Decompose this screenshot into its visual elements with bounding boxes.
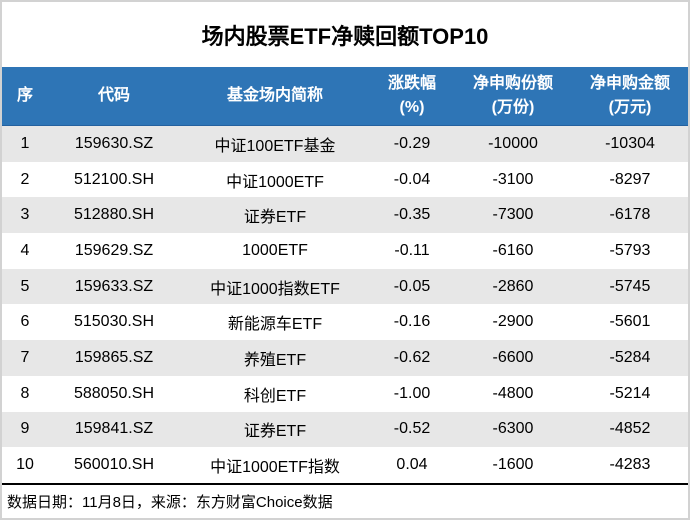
cell-seq: 5 bbox=[20, 277, 30, 295]
cell-amount: -8297 bbox=[609, 170, 651, 188]
table-header: 序 代码 基金场内简称 涨跌幅 (%) 净申购份额 (万份) 净申购金额 (万元… bbox=[2, 67, 688, 126]
cell-shares: -1600 bbox=[492, 456, 534, 474]
cell-name: 中证1000ETF指数 bbox=[210, 459, 340, 477]
cell-shares: -6160 bbox=[492, 241, 534, 259]
cell-code: 159633.SZ bbox=[74, 277, 154, 295]
cell-seq: 7 bbox=[20, 348, 30, 366]
etf-table: 序 代码 基金场内简称 涨跌幅 (%) 净申购份额 (万份) 净申购金额 (万元… bbox=[2, 67, 688, 483]
cell-name: 养殖ETF bbox=[243, 351, 307, 369]
header-row: 序 代码 基金场内简称 涨跌幅 (%) 净申购份额 (万份) 净申购金额 (万元… bbox=[2, 67, 688, 126]
cell-name: 新能源车ETF bbox=[227, 316, 323, 334]
cell-change: -0.29 bbox=[393, 134, 431, 152]
cell-change: -1.00 bbox=[393, 384, 431, 402]
table-body: 1 159630.SZ 中证100ETF基金 -0.29 -10000 -103… bbox=[2, 125, 688, 483]
table-row: 9 159841.SZ 证券ETF -0.52 -6300 -4852 bbox=[2, 411, 688, 448]
cell-amount: -4852 bbox=[609, 420, 651, 438]
cell-change: -0.52 bbox=[393, 420, 431, 438]
table-row: 3 512880.SH 证券ETF -0.35 -7300 -6178 bbox=[2, 197, 688, 234]
cell-seq: 4 bbox=[20, 241, 30, 259]
cell-change: -0.35 bbox=[393, 206, 431, 224]
table-row: 5 159633.SZ 中证1000指数ETF -0.05 -2860 -574… bbox=[2, 268, 688, 305]
col-header-change: 涨跌幅 (%) bbox=[370, 67, 454, 126]
cell-change: 0.04 bbox=[396, 456, 428, 474]
cell-seq: 8 bbox=[20, 384, 30, 402]
table-row: 4 159629.SZ 1000ETF -0.11 -6160 -5793 bbox=[2, 233, 688, 269]
cell-amount: -10304 bbox=[605, 134, 655, 152]
cell-code: 515030.SH bbox=[73, 313, 155, 331]
cell-code: 159865.SZ bbox=[74, 348, 154, 366]
cell-change: -0.16 bbox=[393, 313, 431, 331]
cell-code: 512880.SH bbox=[73, 206, 155, 224]
cell-name: 证券ETF bbox=[243, 423, 307, 441]
cell-amount: -5601 bbox=[609, 313, 651, 331]
cell-change: -0.04 bbox=[393, 170, 431, 188]
cell-name: 证券ETF bbox=[243, 209, 307, 227]
cell-shares: -2900 bbox=[492, 313, 534, 331]
cell-shares: -7300 bbox=[492, 206, 534, 224]
cell-shares: -10000 bbox=[488, 134, 538, 152]
cell-seq: 9 bbox=[20, 420, 30, 438]
table-row: 6 515030.SH 新能源车ETF -0.16 -2900 -5601 bbox=[2, 304, 688, 341]
cell-shares: -4800 bbox=[492, 384, 534, 402]
cell-code: 159629.SZ bbox=[74, 241, 154, 259]
cell-name: 中证100ETF基金 bbox=[214, 137, 336, 155]
footer-divider bbox=[2, 482, 688, 485]
cell-seq: 6 bbox=[20, 313, 30, 331]
cell-seq: 10 bbox=[16, 456, 34, 474]
table-row: 1 159630.SZ 中证100ETF基金 -0.29 -10000 -103… bbox=[2, 125, 688, 162]
table-row: 10 560010.SH 中证1000ETF指数 0.04 -1600 -428… bbox=[2, 447, 688, 483]
cell-code: 588050.SH bbox=[73, 384, 155, 402]
col-header-amount: 净申购金额 (万元) bbox=[572, 67, 688, 126]
table-row: 7 159865.SZ 养殖ETF -0.62 -6600 -5284 bbox=[2, 340, 688, 376]
cell-code: 159630.SZ bbox=[74, 134, 154, 152]
cell-name: 1000ETF bbox=[242, 241, 308, 259]
cell-amount: -5284 bbox=[609, 348, 651, 366]
col-header-name: 基金场内简称 bbox=[180, 67, 370, 126]
cell-amount: -6178 bbox=[609, 206, 651, 224]
page-title: 场内股票ETF净赎回额TOP10 bbox=[201, 23, 489, 49]
cell-seq: 3 bbox=[20, 206, 30, 224]
table-row: 8 588050.SH 科创ETF -1.00 -4800 -5214 bbox=[2, 375, 688, 412]
cell-change: -0.05 bbox=[393, 277, 431, 295]
cell-shares: -2860 bbox=[492, 277, 534, 295]
cell-code: 159841.SZ bbox=[74, 420, 154, 438]
col-header-code: 代码 bbox=[48, 67, 180, 126]
cell-name: 中证1000指数ETF bbox=[210, 280, 340, 298]
cell-amount: -5214 bbox=[609, 384, 651, 402]
col-header-shares: 净申购份额 (万份) bbox=[454, 67, 572, 126]
cell-seq: 1 bbox=[20, 134, 30, 152]
cell-change: -0.62 bbox=[393, 348, 431, 366]
cell-amount: -4283 bbox=[609, 456, 651, 474]
cell-amount: -5793 bbox=[609, 241, 651, 259]
cell-name: 中证1000ETF bbox=[226, 173, 324, 191]
cell-name: 科创ETF bbox=[243, 387, 307, 405]
col-header-seq: 序 bbox=[2, 67, 48, 126]
cell-change: -0.11 bbox=[394, 241, 430, 259]
table-row: 2 512100.SH 中证1000ETF -0.04 -3100 -8297 bbox=[2, 161, 688, 198]
cell-shares: -6300 bbox=[492, 420, 534, 438]
data-source-note: 数据日期：11月8日，来源：东方财富Choice数据 bbox=[7, 493, 333, 511]
cell-amount: -5745 bbox=[609, 277, 651, 295]
cell-shares: -3100 bbox=[492, 170, 534, 188]
cell-code: 560010.SH bbox=[73, 456, 155, 474]
cell-seq: 2 bbox=[20, 170, 30, 188]
cell-code: 512100.SH bbox=[73, 170, 155, 188]
cell-shares: -6600 bbox=[492, 348, 534, 366]
